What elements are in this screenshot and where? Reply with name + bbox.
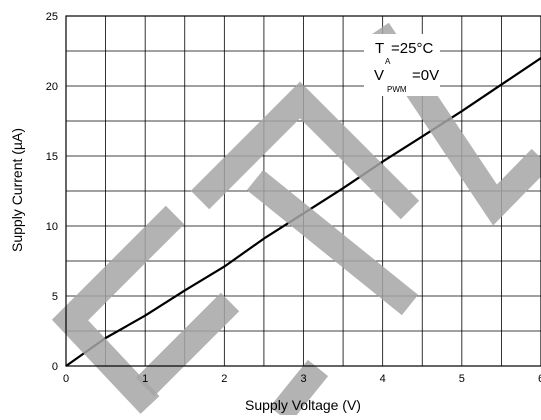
grid — [66, 16, 541, 366]
annotation-box — [364, 34, 440, 96]
y-tick-labels: 0 5 10 15 20 25 — [46, 11, 58, 373]
watermark-stroke — [246, 169, 419, 316]
conditions-annotation: T A =25°C V PWM =0V — [364, 34, 440, 96]
y-tick-label: 0 — [52, 361, 58, 373]
watermark-stroke — [269, 359, 329, 420]
y-tick-label: 15 — [46, 151, 58, 163]
x-tick-label: 3 — [300, 373, 306, 385]
watermark-stroke — [51, 205, 185, 414]
ta-subscript: A — [385, 57, 391, 66]
x-tick-label: 4 — [380, 373, 386, 385]
x-tick-label: 2 — [221, 373, 227, 385]
y-tick-label: 20 — [46, 81, 58, 93]
y-tick-label: 10 — [46, 221, 58, 233]
v-prefix: V — [374, 67, 384, 84]
x-tick-label: 0 — [63, 373, 69, 385]
x-tick-labels: 0 1 2 3 4 5 6 — [63, 373, 541, 385]
ta-value: =25°C — [391, 40, 433, 57]
v-subscript: PWM — [387, 85, 407, 94]
y-tick-label: 5 — [52, 291, 58, 303]
x-tick-label: 5 — [459, 373, 465, 385]
ta-prefix: T — [375, 40, 384, 57]
x-tick-label: 1 — [142, 373, 148, 385]
watermark-stroke — [190, 81, 420, 220]
watermark-stroke — [135, 292, 240, 397]
watermark — [51, 22, 541, 420]
v-value: =0V — [412, 67, 439, 84]
y-axis-label: Supply Current (µA) — [9, 128, 25, 252]
y-tick-label: 25 — [46, 11, 58, 23]
plot-frame — [65, 15, 541, 367]
x-axis-label: Supply Voltage (V) — [245, 397, 361, 413]
x-tick-label: 6 — [538, 373, 541, 385]
